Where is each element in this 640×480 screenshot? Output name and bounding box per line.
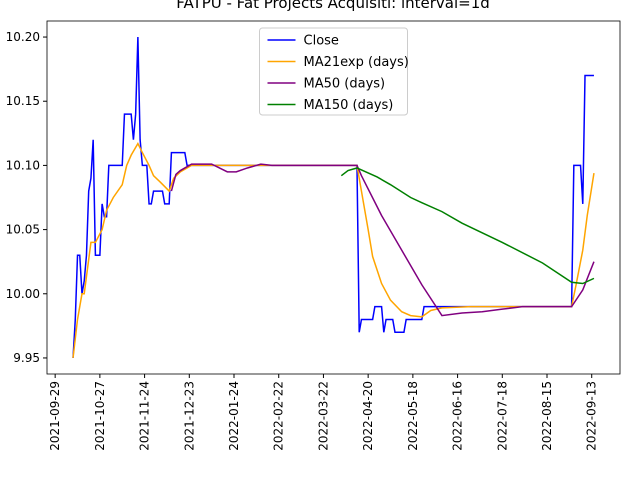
x-tick-label: 2022-02-22 xyxy=(272,381,286,451)
legend-label: MA21exp (days) xyxy=(304,55,409,70)
x-tick-label: 2022-01-24 xyxy=(227,381,241,451)
series-line xyxy=(72,37,594,358)
x-tick-label: 2022-06-16 xyxy=(451,381,465,451)
series-line xyxy=(170,163,595,317)
x-tick-label: 2022-04-20 xyxy=(361,381,375,451)
x-tick-label: 2021-12-23 xyxy=(182,381,196,451)
x-tick-label: 2022-07-18 xyxy=(495,381,509,451)
y-tick-label: 10.05 xyxy=(6,223,40,237)
x-tick-label: 2022-05-18 xyxy=(406,381,420,451)
legend-label: MA150 (days) xyxy=(304,98,394,113)
chart-title: FATPU - Fat Projects Acquisiti: interval… xyxy=(176,0,490,12)
axes-frame xyxy=(46,20,621,375)
legend-label: MA50 (days) xyxy=(304,77,386,92)
legend: Close MA21exp (days) MA50 (days) MA150 (day… xyxy=(259,27,409,116)
x-tick-label: 2021-11-24 xyxy=(138,381,152,451)
x-tick-label: 2022-09-13 xyxy=(585,381,599,451)
legend-label: Close xyxy=(304,34,339,49)
legend-box xyxy=(259,27,408,116)
y-tick-label: 9.95 xyxy=(13,351,40,365)
x-tick-label: 2022-08-15 xyxy=(540,381,554,451)
x-tick-label: 2021-09-29 xyxy=(48,381,62,451)
series-line xyxy=(340,167,595,285)
x-tick-label: 2021-10-27 xyxy=(93,381,107,451)
y-tick-label: 10.00 xyxy=(6,287,40,301)
y-tick-label: 10.15 xyxy=(6,94,40,108)
y-tick-label: 10.20 xyxy=(6,30,40,44)
x-tick-label: 2022-03-22 xyxy=(316,381,330,451)
y-tick-label: 10.10 xyxy=(6,158,40,172)
